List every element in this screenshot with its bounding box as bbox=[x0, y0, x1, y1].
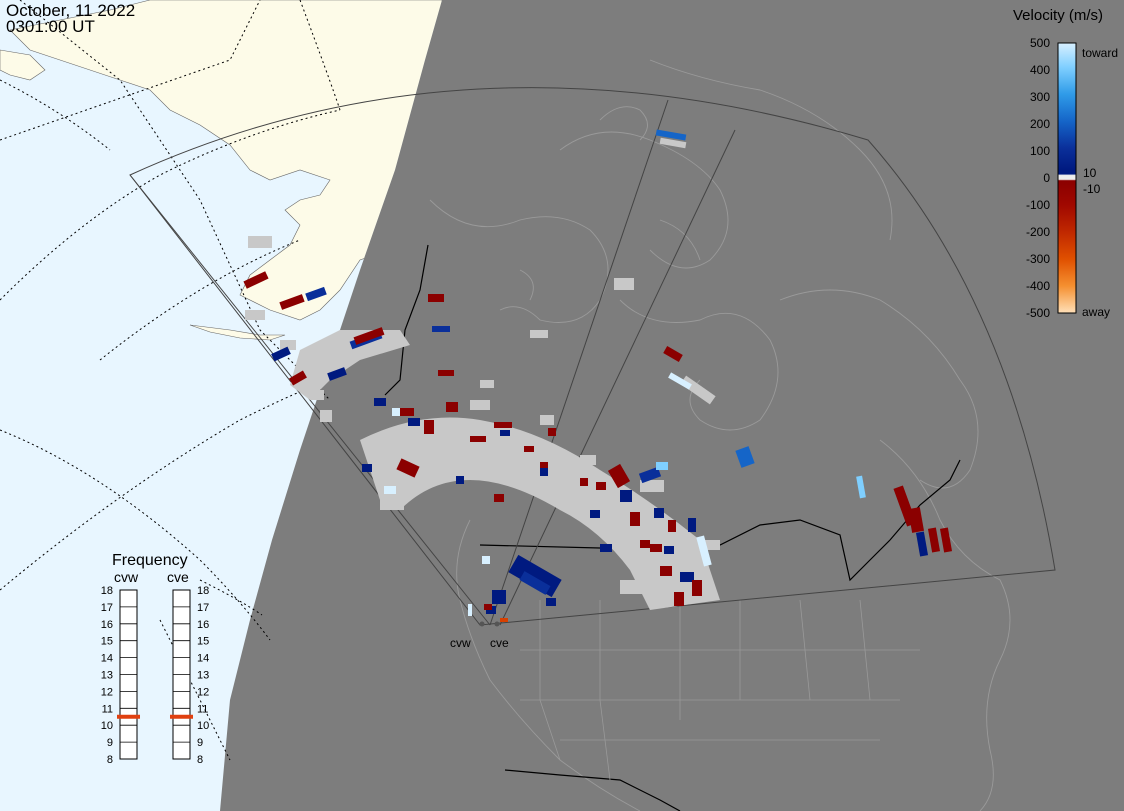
daylit-land bbox=[0, 0, 442, 341]
legend-neg-threshold: -10 bbox=[1083, 182, 1101, 196]
frequency-tick-label: 9 bbox=[197, 737, 203, 749]
legend-tick-label: -300 bbox=[1026, 252, 1050, 266]
frequency-title: Frequency bbox=[112, 552, 188, 569]
site-cvw-marker bbox=[479, 621, 485, 627]
frequency-tick-label: 13 bbox=[101, 670, 113, 682]
frequency-tick-label: 15 bbox=[197, 636, 209, 648]
frequency-tick-label: 18 bbox=[101, 585, 113, 597]
legend-tick-group: 500 400 300 200 100 0 -100 -200 -300 -400 -500 bbox=[1026, 36, 1050, 320]
frequency-tick-label: 15 bbox=[101, 636, 113, 648]
frequency-tick-label: 8 bbox=[107, 754, 113, 766]
site-cvw-label: cvw bbox=[450, 636, 471, 650]
legend-tick-label: 400 bbox=[1030, 63, 1050, 77]
frequency-tick-label: 10 bbox=[101, 720, 113, 732]
legend-title: Velocity (m/s) bbox=[1013, 7, 1103, 24]
frequency-tick-label: 13 bbox=[197, 670, 209, 682]
coastlines bbox=[429, 59, 1011, 811]
legend-tick-label: 500 bbox=[1030, 36, 1050, 50]
legend-tick-label: 0 bbox=[1043, 171, 1050, 185]
frequency-radar-cve: cve bbox=[167, 569, 189, 585]
velocity-legend: Velocity (m/s) 500 400 300 200 100 0 -100 -200 -… bbox=[1013, 7, 1118, 320]
frequency-tick-label: 17 bbox=[197, 602, 209, 614]
ground-scatter bbox=[245, 137, 720, 610]
time-label: 0301:00 UT bbox=[6, 17, 95, 36]
frequency-tick-label: 11 bbox=[197, 703, 208, 715]
radar-sites: cvw cve bbox=[450, 621, 509, 650]
legend-away-label: away bbox=[1082, 305, 1110, 319]
legend-tick-label: -500 bbox=[1026, 306, 1050, 320]
frequency-tick-label: 12 bbox=[101, 686, 113, 698]
legend-tick-label: -100 bbox=[1026, 198, 1050, 212]
frequency-marker-cvw bbox=[117, 714, 140, 719]
lat-lon-grid bbox=[0, 0, 341, 761]
legend-toward-label: toward bbox=[1082, 46, 1118, 60]
date-label: October, 11 2022 bbox=[6, 1, 136, 20]
frequency-radar-cvw: cvw bbox=[114, 569, 139, 585]
frequency-tick-label: 11 bbox=[102, 703, 113, 715]
frequency-tick-label: 18 bbox=[197, 585, 209, 597]
frequency-tick-label: 9 bbox=[107, 737, 113, 749]
site-cve-label: cve bbox=[490, 636, 509, 650]
frequency-tick-label: 12 bbox=[197, 686, 209, 698]
frequency-tick-label: 17 bbox=[101, 602, 113, 614]
frequency-tick-label: 10 bbox=[197, 720, 209, 732]
velocity-colorbar bbox=[1057, 42, 1077, 314]
frequency-tick-label: 16 bbox=[197, 619, 209, 631]
frequency-tick-label: 8 bbox=[197, 754, 203, 766]
velocity-away bbox=[243, 271, 953, 622]
velocity-toward bbox=[271, 129, 929, 616]
frequency-panel: Frequency cvw cve 1817161514131211109818… bbox=[101, 552, 210, 766]
legend-pos-threshold: 10 bbox=[1083, 166, 1097, 180]
frequency-tick-label: 14 bbox=[197, 653, 209, 665]
frequency-tick-label: 16 bbox=[101, 619, 113, 631]
legend-tick-label: -200 bbox=[1026, 225, 1050, 239]
frequency-marker-cve bbox=[170, 714, 193, 719]
site-cve-marker bbox=[494, 621, 500, 627]
frequency-tick-label: 14 bbox=[101, 653, 113, 665]
frequency-scale: 18 17 16 15 14 13 12 11 10 9 8 18 17 16 15 14 13 12 11 10 9 8 bbox=[101, 585, 210, 766]
state-boundaries bbox=[520, 599, 920, 781]
legend-tick-label: -400 bbox=[1026, 279, 1050, 293]
legend-tick-label: 200 bbox=[1030, 117, 1050, 131]
legend-tick-label: 100 bbox=[1030, 144, 1050, 158]
legend-tick-label: 300 bbox=[1030, 90, 1050, 104]
